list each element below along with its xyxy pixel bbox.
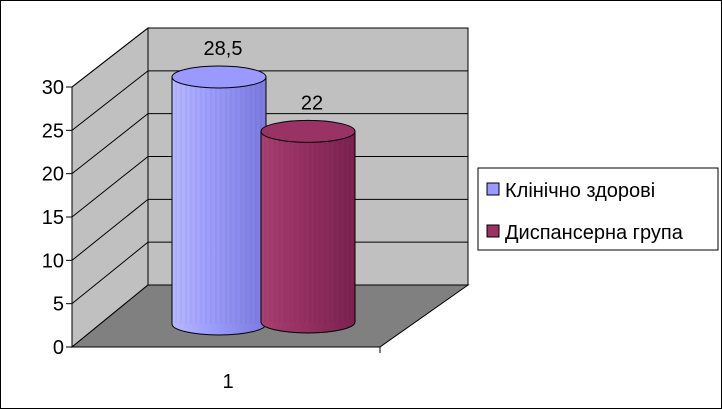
data-labels: 28,5 22 [204, 38, 324, 114]
bar-body-1 [260, 130, 356, 334]
gridline-side [71, 241, 149, 305]
legend-swatch-0 [486, 182, 500, 196]
legend: Клінічно здорові Диспансерна група [477, 167, 719, 251]
bar-1 [260, 119, 356, 334]
legend-swatch-1 [486, 224, 500, 238]
gridline-side [71, 198, 149, 261]
y-tick-label: 25 [42, 120, 64, 142]
bar-top-1 [260, 119, 356, 143]
y-tick-label: 20 [42, 164, 64, 186]
gridline-side [71, 156, 149, 218]
legend-box [477, 167, 719, 251]
y-tick-label: 30 [42, 77, 64, 99]
data-label-0: 28,5 [204, 38, 243, 60]
gridline-side [71, 113, 149, 175]
data-label-1: 22 [301, 92, 323, 114]
legend-entry-0: Клінічно здорові [505, 180, 655, 202]
y-tick-label: 15 [42, 207, 64, 229]
y-tick-label: 5 [53, 294, 64, 316]
y-tick-label: 10 [42, 250, 64, 272]
category-label: 1 [222, 371, 233, 393]
gridline-side [71, 70, 149, 131]
y-axis: 0 5 10 15 20 25 30 [42, 77, 73, 359]
bar-top-0 [171, 65, 267, 89]
bars [171, 65, 356, 336]
legend-entry-1: Диспансерна група [505, 222, 684, 244]
y-tick-label: 0 [53, 337, 64, 359]
gridline-side [71, 27, 149, 88]
bar-body-0 [171, 76, 267, 336]
bar-0 [171, 65, 267, 336]
